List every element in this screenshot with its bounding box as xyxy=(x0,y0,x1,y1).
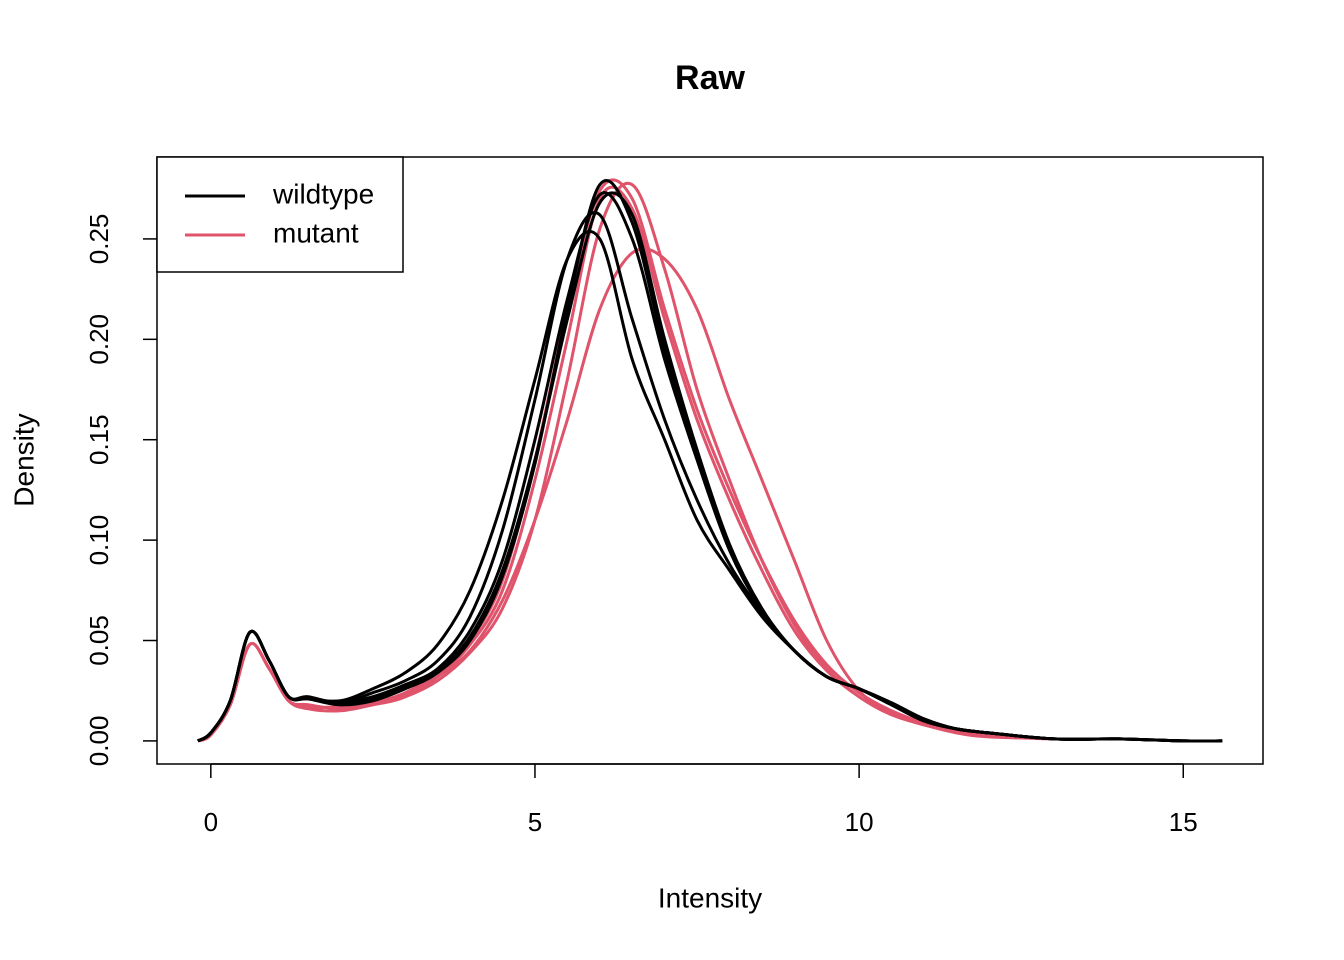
x-tick-label: 5 xyxy=(528,807,542,837)
x-tick-label: 15 xyxy=(1169,807,1198,837)
y-tick-label: 0.25 xyxy=(84,214,114,265)
y-tick-label: 0.05 xyxy=(84,615,114,666)
x-tick-label: 0 xyxy=(204,807,218,837)
chart-title: Raw xyxy=(675,59,745,97)
y-tick-label: 0.20 xyxy=(84,314,114,365)
density-line xyxy=(197,191,1223,743)
y-tick-label: 0.10 xyxy=(84,515,114,566)
x-axis-label: Intensity xyxy=(658,882,762,913)
legend-label: mutant xyxy=(273,217,359,248)
density-line xyxy=(197,211,1223,743)
legend-label: wildtype xyxy=(272,178,374,209)
density-line xyxy=(197,179,1223,743)
y-axis-label: Density xyxy=(8,413,39,506)
density-line xyxy=(197,191,1223,743)
density-line xyxy=(197,247,1054,743)
y-tick-label: 0.00 xyxy=(84,716,114,767)
y-tick-label: 0.15 xyxy=(84,414,114,465)
x-tick-label: 10 xyxy=(845,807,874,837)
legend-box xyxy=(156,156,404,273)
